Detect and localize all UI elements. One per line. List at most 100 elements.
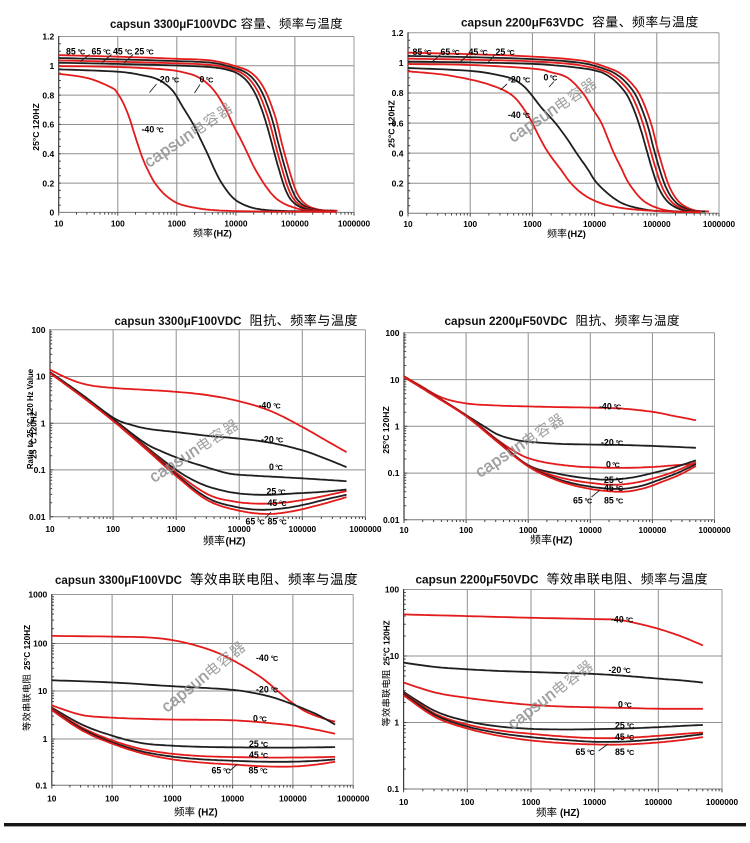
svg-text:45: 45 (268, 498, 278, 508)
svg-text:10: 10 (54, 219, 64, 229)
svg-text:100: 100 (385, 328, 399, 338)
svg-text:0.2: 0.2 (42, 178, 54, 188)
svg-text:°C: °C (550, 74, 557, 83)
svg-text:(HZ): (HZ) (214, 229, 232, 239)
svg-text:25: 25 (249, 739, 259, 749)
svg-text:0: 0 (269, 462, 274, 472)
svg-text:1000: 1000 (163, 794, 182, 804)
svg-text:100000: 100000 (644, 797, 672, 807)
svg-text:°C: °C (626, 616, 633, 625)
svg-text:1000000: 1000000 (706, 797, 739, 807)
svg-text:°C: °C (146, 48, 153, 57)
svg-text:capsun 3300μF100VDC: capsun 3300μF100VDC (55, 575, 182, 587)
svg-text:25: 25 (604, 475, 614, 485)
svg-text:100: 100 (463, 219, 477, 229)
svg-text:(HZ): (HZ) (560, 808, 580, 819)
svg-text:capsun 2200μF50VDC: capsun 2200μF50VDC (445, 316, 568, 328)
svg-text:45: 45 (615, 732, 625, 742)
svg-text:-40: -40 (599, 402, 612, 412)
svg-text:°C: °C (271, 654, 278, 663)
svg-text:85: 85 (413, 47, 423, 57)
svg-text:1000: 1000 (522, 797, 541, 807)
svg-text:65: 65 (212, 766, 222, 776)
svg-text:-40: -40 (259, 401, 272, 411)
svg-text:°C: °C (125, 48, 132, 57)
svg-text:1: 1 (394, 718, 399, 728)
svg-text:0.1: 0.1 (388, 468, 400, 478)
svg-text:25: 25 (135, 47, 145, 57)
svg-text:10: 10 (399, 525, 409, 535)
svg-text:(HZ): (HZ) (568, 229, 586, 239)
svg-text:1.2: 1.2 (42, 32, 54, 42)
svg-text:10000: 10000 (579, 525, 602, 535)
svg-text:100000: 100000 (639, 525, 667, 535)
svg-text:10000: 10000 (221, 794, 244, 804)
svg-text:(HZ): (HZ) (226, 537, 246, 548)
svg-text:1: 1 (399, 58, 404, 68)
svg-text:1: 1 (395, 422, 400, 432)
svg-text:100: 100 (111, 219, 125, 229)
svg-text:°C: °C (452, 48, 459, 57)
svg-text:°C: °C (424, 48, 431, 57)
svg-text:100: 100 (33, 639, 47, 649)
svg-text:°C: °C (257, 518, 264, 527)
svg-text:65: 65 (573, 496, 583, 506)
svg-text:1: 1 (49, 61, 54, 71)
svg-text:85: 85 (268, 517, 278, 527)
svg-text:10: 10 (38, 686, 48, 696)
svg-text:1000: 1000 (167, 524, 186, 534)
svg-text:°C: °C (279, 518, 286, 527)
svg-text:0.01: 0.01 (29, 512, 46, 522)
svg-text:10000: 10000 (228, 524, 251, 534)
svg-text:(HZ): (HZ) (198, 808, 218, 819)
svg-text:25°C 120HZ: 25°C 120HZ (23, 625, 32, 670)
svg-text:10: 10 (399, 797, 409, 807)
svg-text:0.4: 0.4 (42, 149, 54, 159)
svg-text:°C: °C (206, 76, 213, 85)
svg-text:85: 85 (604, 496, 614, 506)
svg-text:0.4: 0.4 (392, 148, 404, 158)
svg-text:1000000: 1000000 (338, 219, 371, 229)
svg-text:45: 45 (113, 47, 123, 57)
svg-text:0.8: 0.8 (392, 88, 404, 98)
svg-text:°C: °C (523, 76, 530, 85)
svg-text:1.2: 1.2 (392, 28, 404, 38)
svg-text:°C: °C (587, 748, 594, 757)
svg-text:-20: -20 (157, 75, 170, 85)
svg-text:0.01: 0.01 (383, 515, 400, 525)
svg-text:°C: °C (624, 701, 631, 710)
svg-text:100000: 100000 (288, 524, 316, 534)
svg-text:100000: 100000 (643, 219, 671, 229)
svg-text:°C: °C (279, 499, 286, 508)
svg-text:1000: 1000 (168, 219, 187, 229)
svg-text:°C: °C (261, 740, 268, 749)
svg-text:-40: -40 (256, 653, 269, 663)
svg-text:0.8: 0.8 (42, 90, 54, 100)
svg-text:100000: 100000 (279, 794, 307, 804)
svg-text:85: 85 (66, 47, 76, 57)
svg-text:°C: °C (261, 751, 268, 760)
svg-text:0: 0 (618, 700, 623, 710)
svg-text:0: 0 (49, 208, 54, 218)
svg-text:10: 10 (45, 524, 55, 534)
svg-text:10000: 10000 (224, 219, 247, 229)
svg-text:10000: 10000 (583, 797, 606, 807)
svg-text:1000: 1000 (28, 590, 47, 600)
svg-text:45: 45 (249, 750, 259, 760)
svg-text:0.6: 0.6 (392, 118, 404, 128)
svg-text:°C: °C (223, 767, 230, 776)
svg-text:65: 65 (92, 47, 102, 57)
svg-text:1000000: 1000000 (349, 524, 382, 534)
svg-text:capsun: capsun (504, 685, 559, 733)
svg-text:°C: °C (275, 463, 282, 472)
svg-text:-40: -40 (611, 615, 624, 625)
svg-text:25: 25 (267, 487, 277, 497)
svg-text:°C: °C (523, 111, 530, 120)
svg-text:°C: °C (616, 497, 623, 506)
svg-text:65: 65 (246, 517, 256, 527)
svg-text:1000000: 1000000 (703, 219, 736, 229)
svg-text:°C: °C (156, 126, 163, 135)
svg-text:25°C 120HZ: 25°C 120HZ (381, 406, 391, 453)
svg-text:10: 10 (403, 219, 413, 229)
svg-text:capsun 3300μF100VDC: capsun 3300μF100VDC (110, 19, 237, 31)
